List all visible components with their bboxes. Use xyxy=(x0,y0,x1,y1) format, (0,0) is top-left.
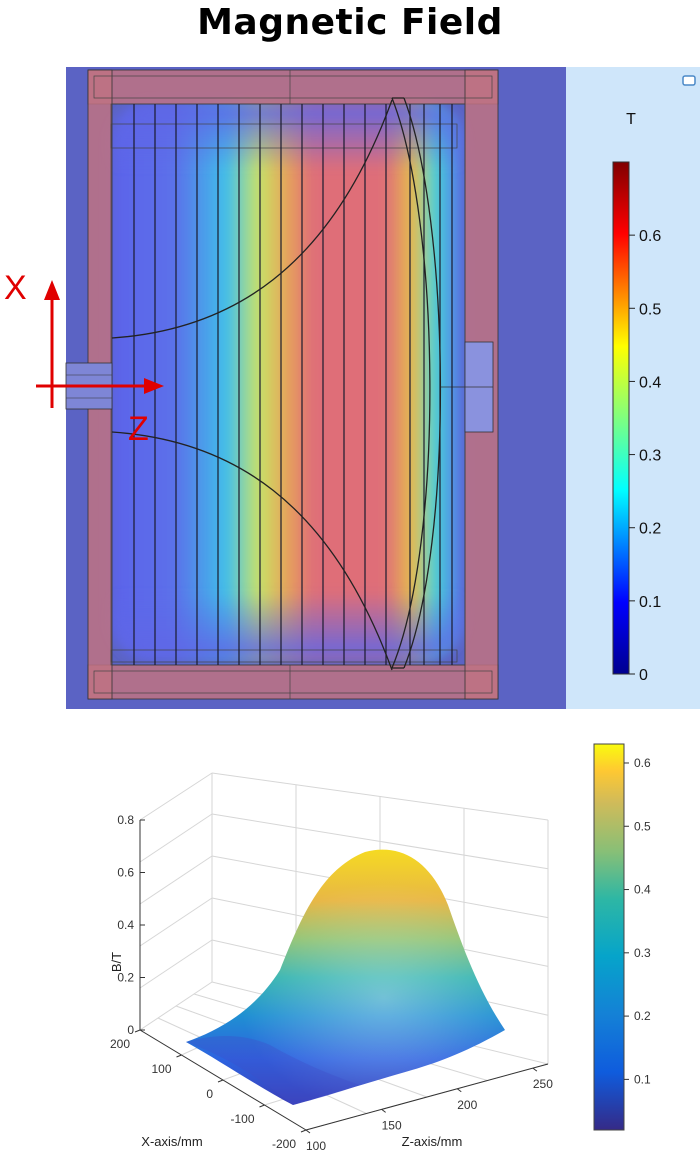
z-tick-label: 0 xyxy=(127,1023,134,1037)
z-tick-label: 0.4 xyxy=(117,918,134,932)
shim-curves xyxy=(111,97,442,671)
colorbar-1-ticks: 0 0.1 0.2 0.3 0.4 0.5 0.6 xyxy=(629,228,661,684)
z-mm-tick xyxy=(305,1129,311,1134)
colorbar-1-tick-label: 0 xyxy=(639,667,648,684)
z-tick-label: 0.6 xyxy=(117,866,134,880)
x-mm-tick xyxy=(134,1029,141,1033)
colorbar-1-tick-label: 0.4 xyxy=(639,374,661,391)
x-mm-tick-label: -100 xyxy=(230,1112,254,1126)
x-mm-tick xyxy=(176,1054,182,1058)
colorbar-2-tick-label: 0.4 xyxy=(634,883,651,897)
colorbar-2-tick-label: 0.1 xyxy=(634,1072,651,1086)
surface-axes: 0 0.2 0.4 0.6 0.8 200 100 0 -100 -200 100 150 200 250 xyxy=(110,813,553,1153)
colorbar-1-tick-label: 0.6 xyxy=(639,228,661,245)
x-mm-tick-label: -200 xyxy=(272,1137,296,1151)
colorbar-1-tick-label: 0.5 xyxy=(639,301,661,318)
colorbar-2-ticks: 0.1 0.2 0.3 0.4 0.5 0.6 xyxy=(624,756,651,1086)
page-title: Magnetic Field xyxy=(197,2,503,43)
z-axis-title: B/T xyxy=(109,952,124,972)
colorbar-2-tick-label: 0.5 xyxy=(634,819,651,833)
z-axis-mm-title: Z-axis/mm xyxy=(402,1134,463,1149)
x-axis-mm-title: X-axis/mm xyxy=(141,1134,202,1149)
x-mm-tick xyxy=(300,1129,307,1133)
x-mm-tick-label: 100 xyxy=(151,1062,171,1076)
surface-plot xyxy=(186,849,505,1105)
z-mm-tick-label: 200 xyxy=(457,1098,477,1112)
z-tick-label: 0.8 xyxy=(117,813,134,827)
colorbar-2-tick-label: 0.6 xyxy=(634,756,651,770)
colorbar-unit: T xyxy=(626,111,636,128)
x-mm-tick-label: 200 xyxy=(110,1037,130,1051)
panel-toggle-icon[interactable] xyxy=(682,75,696,86)
z-mm-tick-label: 250 xyxy=(533,1077,553,1091)
field-map-figure: X Z T 0 0.1 0.2 0.3 0.4 0.5 0.6 xyxy=(4,67,700,709)
colorbar-1-tick-label: 0.2 xyxy=(639,521,661,538)
colorbar-2-tick-label: 0.2 xyxy=(634,1009,651,1023)
colorbar-1-tick-label: 0.1 xyxy=(639,594,661,611)
z-tick-label: 0.2 xyxy=(117,971,134,985)
z-axis-label: Z xyxy=(128,410,149,448)
colorbar-1-tick-label: 0.3 xyxy=(639,448,661,465)
colorbar-2-tick-label: 0.3 xyxy=(634,946,651,960)
colorbar-1 xyxy=(612,161,630,675)
z-mm-tick xyxy=(532,1067,538,1072)
z-mm-tick xyxy=(456,1088,462,1093)
x-mm-tick xyxy=(217,1079,224,1083)
z-mm-tick-label: 150 xyxy=(382,1118,402,1132)
lamination-lines xyxy=(133,104,453,665)
x-axis-label: X xyxy=(4,269,27,307)
axis-arrows xyxy=(36,280,164,408)
colorbar-panel xyxy=(566,67,700,709)
field-heat-region xyxy=(111,104,463,658)
z-mm-tick xyxy=(381,1108,386,1113)
colorbar-2 xyxy=(593,743,625,1131)
z-mm-tick-label: 100 xyxy=(306,1139,326,1153)
x-mm-tick xyxy=(259,1104,265,1108)
x-mm-tick-label: 0 xyxy=(206,1087,213,1101)
